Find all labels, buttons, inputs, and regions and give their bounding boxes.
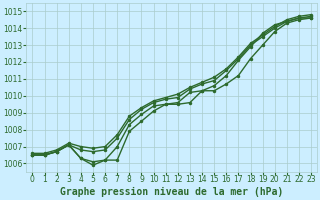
X-axis label: Graphe pression niveau de la mer (hPa): Graphe pression niveau de la mer (hPa) [60, 187, 284, 197]
